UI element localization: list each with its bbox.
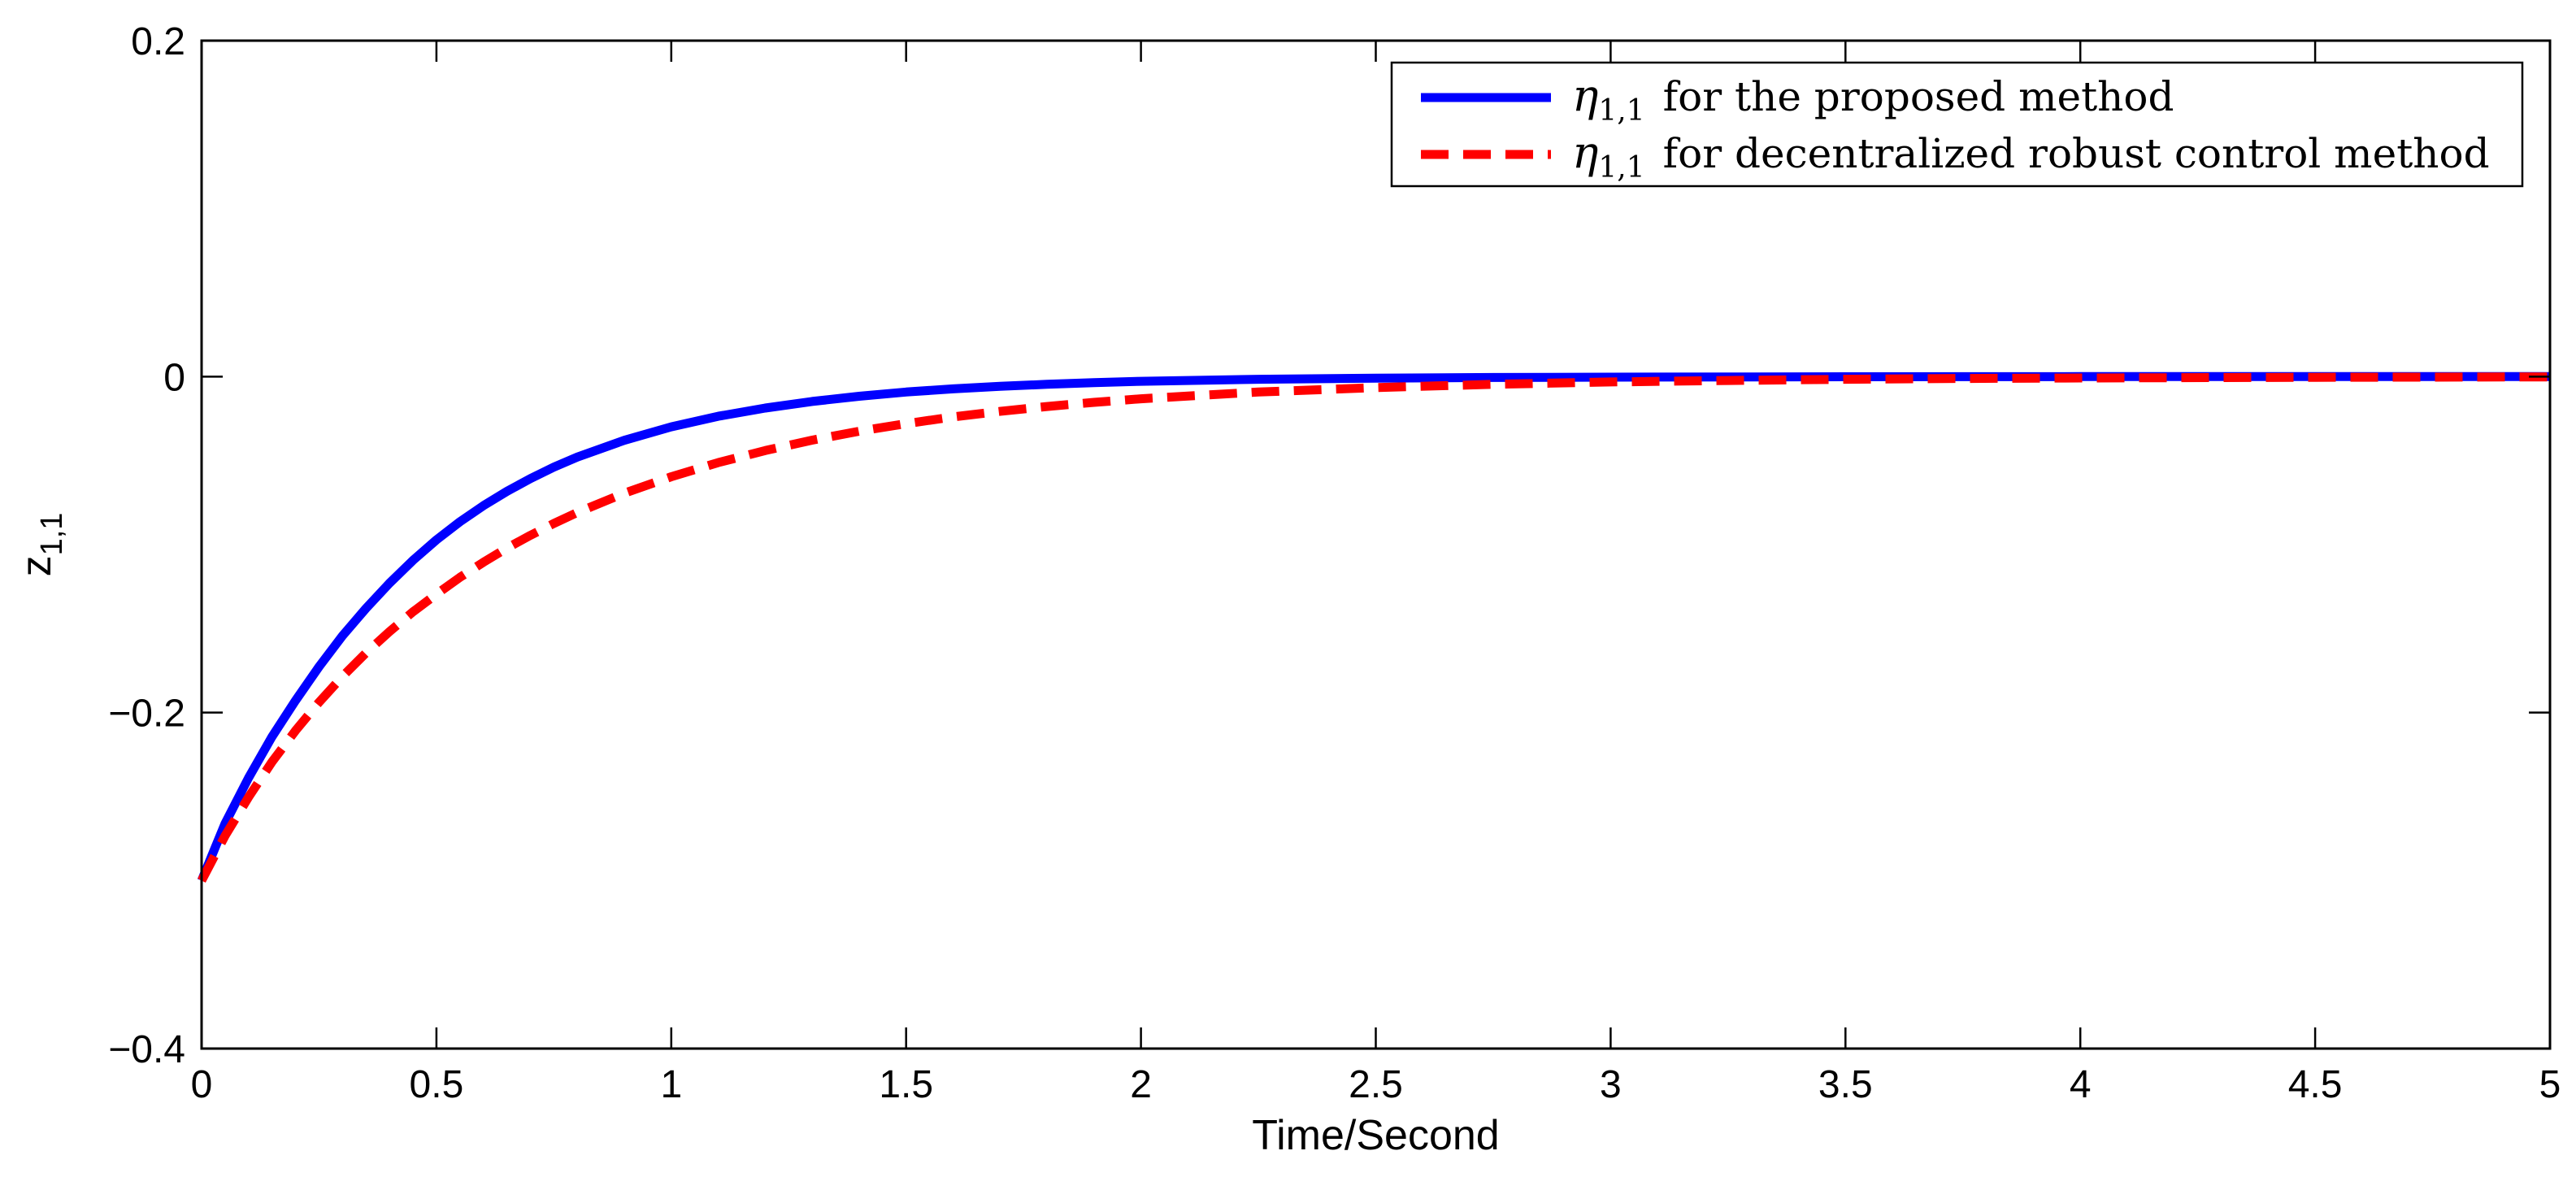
x-tick-label: 4 <box>2070 1063 2092 1106</box>
y-axis-title-main: z <box>13 555 60 576</box>
legend-text: for the proposed method <box>1663 73 2174 120</box>
y-tick-label: −0.4 <box>108 1028 185 1071</box>
x-tick-label: 0.5 <box>410 1063 464 1106</box>
x-tick-label: 2.5 <box>1349 1063 1403 1106</box>
legend-text: for decentralized robust control method <box>1663 130 2490 177</box>
y-axis-title-subscript: 1,1 <box>35 513 69 556</box>
legend-symbol: η <box>1572 70 1598 121</box>
y-axis-title: z1,1 <box>13 513 69 577</box>
x-tick-label: 2 <box>1130 1063 1152 1106</box>
x-tick-label: 3.5 <box>1818 1063 1873 1106</box>
tick-layer: 0 0.5 1 1.5 2 2.5 3 3.5 4 4.5 5 −0.4 −0.2 0 0.2 <box>108 20 2561 1106</box>
x-tick-label: 1 <box>660 1063 682 1106</box>
series-line-proposed <box>197 371 2550 883</box>
legend-subscript: 1,1 <box>1598 94 1644 128</box>
legend: η1,1 for the proposed method η1,1 for dece… <box>1390 61 2524 188</box>
x-tick-label: 3 <box>1600 1063 1622 1106</box>
series-line-decentralized <box>198 372 2551 883</box>
legend-symbol: η <box>1572 127 1598 178</box>
legend-label-decentralized: η1,1 for decentralized robust control met… <box>1572 127 2490 185</box>
x-axis-title: Time/Second <box>1252 1112 1499 1159</box>
x-tick-label: 1.5 <box>879 1063 933 1106</box>
legend-subscript: 1,1 <box>1598 151 1644 185</box>
y-tick-label: −0.2 <box>108 693 185 736</box>
y-tick-label: 0 <box>163 356 185 399</box>
x-tick-label: 5 <box>2539 1063 2561 1106</box>
legend-box <box>1390 61 2524 188</box>
series-layer <box>197 371 2551 883</box>
legend-label-proposed: η1,1 for the proposed method <box>1572 70 2174 128</box>
x-tick-label: 0 <box>191 1063 213 1106</box>
y-tick-label: 0.2 <box>131 20 185 63</box>
x-tick-label: 4.5 <box>2288 1063 2343 1106</box>
